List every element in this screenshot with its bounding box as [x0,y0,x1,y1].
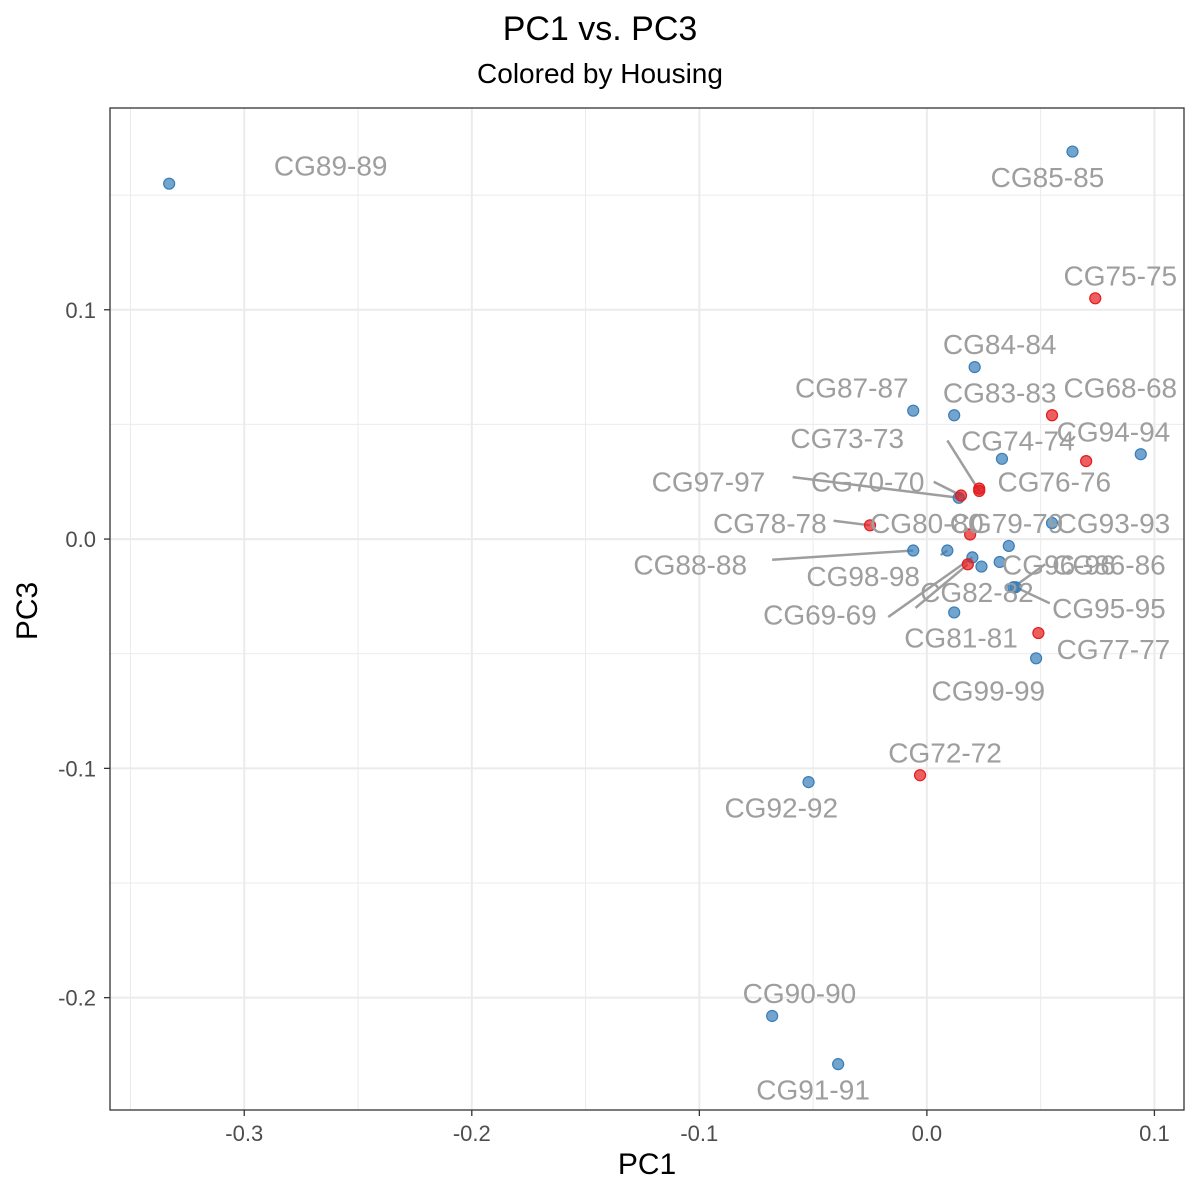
point-label: CG75-75 [1063,260,1177,291]
point-label: CG98-98 [806,561,920,592]
data-point [1029,652,1043,665]
leader-line [772,549,914,561]
grid-lines [110,108,1184,1110]
data-point [913,769,927,782]
data-point [1009,581,1022,594]
plot-panel [110,108,1184,1110]
point-label: CG84-84 [943,329,1057,360]
leader-line [887,556,974,619]
x-tick-label: 0.1 [1139,1121,1170,1146]
data-point [907,404,920,417]
data-point [1045,516,1059,530]
leader-line [833,519,871,527]
leader-line [914,563,969,609]
data-point [1089,292,1102,305]
point-label: CG92-92 [724,792,838,823]
data-point [993,555,1006,569]
data-point [1066,145,1079,158]
point-label: CG73-73 [790,423,904,454]
data-point [975,560,988,573]
data-point [863,519,877,532]
y-tick-label: -0.1 [58,756,96,781]
point-label: CG83-83 [943,377,1057,408]
point-label: CG80-80 [870,508,984,539]
point-label: CG81-81 [904,623,1018,654]
data-point [973,482,986,495]
data-point [941,544,954,557]
data-point [948,606,961,619]
point-label: CG78-78 [713,508,827,539]
data-point [907,544,920,557]
chart-title: PC1 vs. PC3 [502,10,698,48]
point-label: CG89-89 [274,150,388,181]
point-label: CG72-72 [888,737,1002,768]
y-tick-label: -0.2 [58,986,96,1011]
data-point [1045,409,1059,422]
y-tick-label: 0.0 [65,527,96,552]
data-point [802,776,815,789]
point-label: CG97-97 [652,467,766,498]
plot-border [109,107,1185,1111]
data-point [1080,455,1093,468]
point-label: CG86-86 [1052,549,1166,580]
point-label: CG79-79 [950,508,1064,539]
x-axis-ticks: -0.3 -0.2 -0.1 0.0 0.1 [225,1110,1170,1146]
leader-line [946,439,981,492]
x-tick-label: 0.0 [912,1121,943,1146]
data-point [1032,626,1045,640]
point-label: CG74-74 [961,425,1075,456]
point-label: CG96-96 [1002,549,1116,580]
leader-line [1015,586,1051,605]
x-tick-label: -0.3 [225,1121,263,1146]
data-point [995,452,1009,465]
data-point [961,558,974,571]
data-point [968,360,981,374]
point-label: CG82-82 [920,577,1034,608]
point-label: CG77-77 [1057,634,1171,665]
x-axis-label: PC1 [617,1148,677,1181]
point-label: CG88-88 [633,549,747,580]
point-label: CG99-99 [932,675,1046,706]
data-point [948,409,961,422]
point-label: CG70-70 [811,467,925,498]
point-label: CG94-94 [1057,416,1171,447]
y-axis-ticks: -0.2 -0.1 0.0 0.1 [58,298,110,1011]
data-point [766,1009,779,1023]
data-point [832,1058,845,1071]
point-label: CG90-90 [743,978,857,1009]
x-tick-label: -0.2 [453,1121,491,1146]
data-point [1002,539,1015,553]
data-points [163,145,1147,1071]
point-labels: CG89-89 CG85-85 CG75-75 CG84-84 CG87-87 CG83-… [274,150,1177,1105]
point-label: CG68-68 [1063,373,1177,404]
y-axis-label: PC3 [11,581,44,641]
point-label: CG69-69 [763,600,877,631]
point-label: CG87-87 [795,373,909,404]
data-point [1134,448,1147,461]
point-label: CG76-76 [997,467,1111,498]
leader-line [792,475,959,500]
data-point [964,528,977,541]
data-point [954,489,968,502]
data-point [163,177,176,190]
y-tick-label: 0.1 [65,298,96,323]
point-label: CG93-93 [1057,508,1171,539]
point-label: CG85-85 [991,162,1105,193]
point-label: CG91-91 [756,1074,870,1105]
chart-subtitle: Colored by Housing [477,58,723,89]
point-label: CG95-95 [1052,593,1166,624]
x-tick-label: -0.1 [680,1121,718,1146]
